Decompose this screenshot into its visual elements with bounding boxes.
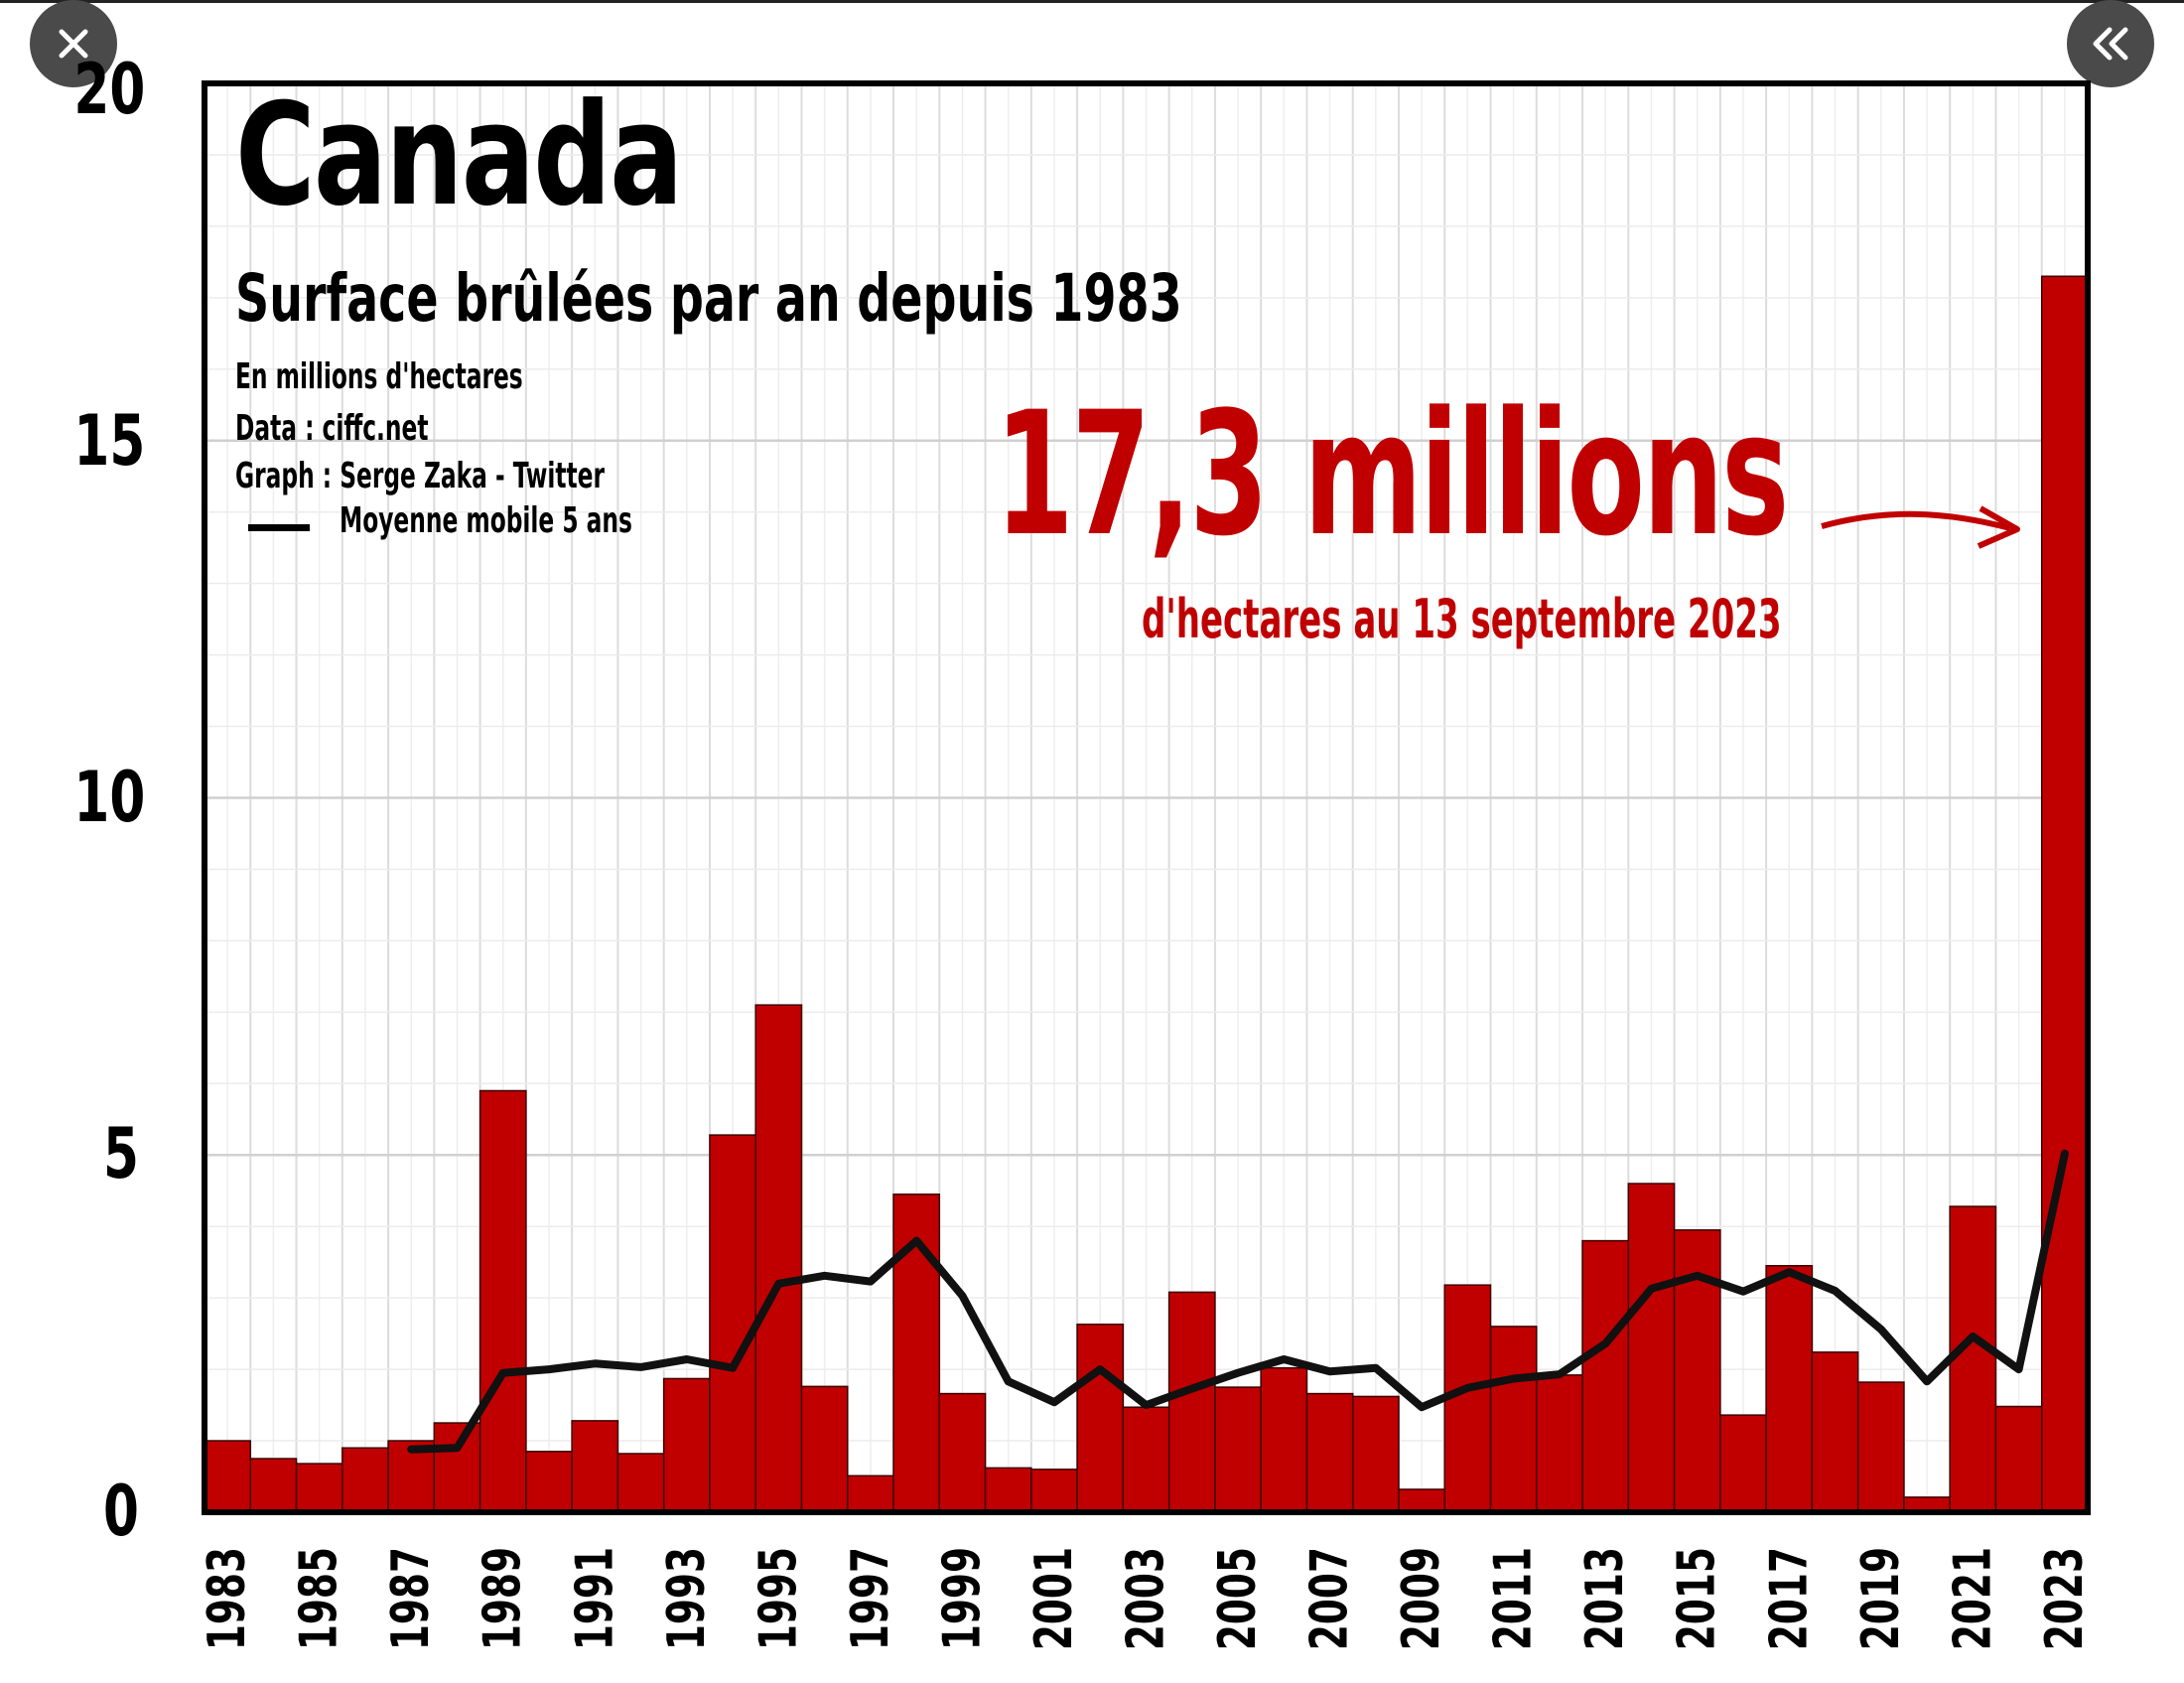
bar-1984 bbox=[249, 1458, 298, 1513]
bar-2017 bbox=[1765, 1265, 1814, 1513]
y-tick-label: 0 bbox=[103, 1471, 139, 1552]
bar-1983 bbox=[204, 1440, 252, 1513]
x-tick-label: 2013 bbox=[1575, 1547, 1636, 1650]
bar-1993 bbox=[662, 1377, 711, 1513]
bar-2014 bbox=[1627, 1183, 1676, 1513]
x-tick-label: 1997 bbox=[840, 1547, 900, 1650]
chart-title: Canada bbox=[235, 73, 683, 237]
legend-label: Moyenne mobile 5 ans bbox=[340, 500, 632, 541]
legend-line-swatch bbox=[248, 524, 310, 531]
bar-2008 bbox=[1351, 1395, 1400, 1513]
x-tick-label: 1993 bbox=[656, 1547, 717, 1650]
x-tick-label: 1995 bbox=[749, 1547, 809, 1650]
bar-1996 bbox=[800, 1385, 849, 1513]
x-tick-label: 1989 bbox=[473, 1547, 533, 1650]
moving-average-group bbox=[407, 1149, 2069, 1454]
collapse-button[interactable] bbox=[2067, 0, 2154, 87]
x-tick-label: 1985 bbox=[289, 1547, 349, 1650]
bar-1998 bbox=[892, 1193, 941, 1513]
bar-1997 bbox=[847, 1474, 894, 1513]
x-tick-label: 1999 bbox=[932, 1547, 993, 1650]
annotation-subtext: d'hectares au 13 septembre 2023 bbox=[1142, 588, 1782, 650]
x-tick-label: 1991 bbox=[565, 1547, 625, 1650]
annotation-arrow-head bbox=[1977, 505, 2020, 549]
x-tick-label: 2023 bbox=[2034, 1547, 2095, 1650]
bar-1986 bbox=[341, 1447, 389, 1513]
x-tick-label: 1983 bbox=[198, 1547, 258, 1650]
bar-2007 bbox=[1305, 1392, 1354, 1513]
plot-frame bbox=[202, 80, 2091, 1515]
close-button[interactable] bbox=[30, 0, 117, 87]
bar-1992 bbox=[616, 1453, 665, 1513]
bar-2023 bbox=[2040, 275, 2089, 1513]
bar-1999 bbox=[938, 1392, 987, 1513]
x-tick-label: 2019 bbox=[1850, 1547, 1911, 1650]
moving-average-line bbox=[407, 1149, 2069, 1454]
bar-2016 bbox=[1719, 1414, 1767, 1513]
chart-subtitle: Surface brûlées par an depuis 1983 bbox=[235, 260, 1182, 337]
bar-2001 bbox=[1030, 1469, 1078, 1513]
data-source: Data : ciffc.net bbox=[235, 408, 429, 449]
bar-2004 bbox=[1167, 1291, 1216, 1513]
bar-2006 bbox=[1260, 1366, 1308, 1513]
annotation-arrow bbox=[1821, 510, 2011, 531]
bar-2013 bbox=[1581, 1239, 1630, 1513]
x-tick-label: 2009 bbox=[1392, 1547, 1452, 1650]
bar-1988 bbox=[433, 1422, 481, 1513]
x-tick-label: 2005 bbox=[1208, 1547, 1269, 1650]
bar-1985 bbox=[295, 1463, 343, 1513]
x-tick-label: 2015 bbox=[1667, 1547, 1727, 1650]
annotation-value: 17,3 millions bbox=[995, 374, 1789, 574]
top-border bbox=[0, 0, 2184, 3]
close-icon bbox=[59, 29, 88, 59]
x-tick-label: 1987 bbox=[381, 1547, 442, 1650]
bar-2021 bbox=[1949, 1205, 1997, 1513]
bar-2022 bbox=[1994, 1405, 2043, 1513]
bar-2000 bbox=[984, 1467, 1032, 1513]
bar-2011 bbox=[1489, 1326, 1538, 1513]
y-tick-label: 15 bbox=[73, 400, 146, 482]
x-tick-label: 2003 bbox=[1116, 1547, 1176, 1650]
bar-2019 bbox=[1856, 1381, 1905, 1513]
bars bbox=[204, 275, 2089, 1513]
bar-1990 bbox=[525, 1451, 573, 1513]
y-tick-label: 20 bbox=[73, 49, 146, 130]
y-tick-label: 5 bbox=[103, 1113, 139, 1194]
bar-2009 bbox=[1398, 1488, 1445, 1513]
x-tick-label: 2021 bbox=[1943, 1547, 2003, 1650]
y-tick-label: 10 bbox=[73, 757, 146, 838]
bar-2003 bbox=[1122, 1406, 1170, 1513]
bar-1994 bbox=[709, 1134, 756, 1513]
x-tick-label: 2007 bbox=[1299, 1547, 1360, 1650]
unit-note: En millions d'hectares bbox=[235, 356, 523, 397]
bar-2018 bbox=[1811, 1351, 1859, 1513]
bar-2002 bbox=[1076, 1324, 1125, 1513]
x-tick-label: 2001 bbox=[1024, 1547, 1084, 1650]
double-chevron-left-icon bbox=[2093, 27, 2128, 61]
graph-credit: Graph : Serge Zaka - Twitter bbox=[235, 456, 605, 496]
bar-1991 bbox=[571, 1420, 619, 1513]
x-tick-label: 2017 bbox=[1759, 1547, 1820, 1650]
bar-1989 bbox=[478, 1089, 527, 1513]
bar-1995 bbox=[754, 1004, 803, 1513]
x-axis-labels: 1983 1985 1987 1989 1991 1993 1995 1997 1999 2001… bbox=[198, 1547, 2095, 1650]
bar-2005 bbox=[1214, 1386, 1262, 1513]
x-tick-label: 2011 bbox=[1483, 1547, 1544, 1650]
bar-2012 bbox=[1536, 1374, 1583, 1513]
